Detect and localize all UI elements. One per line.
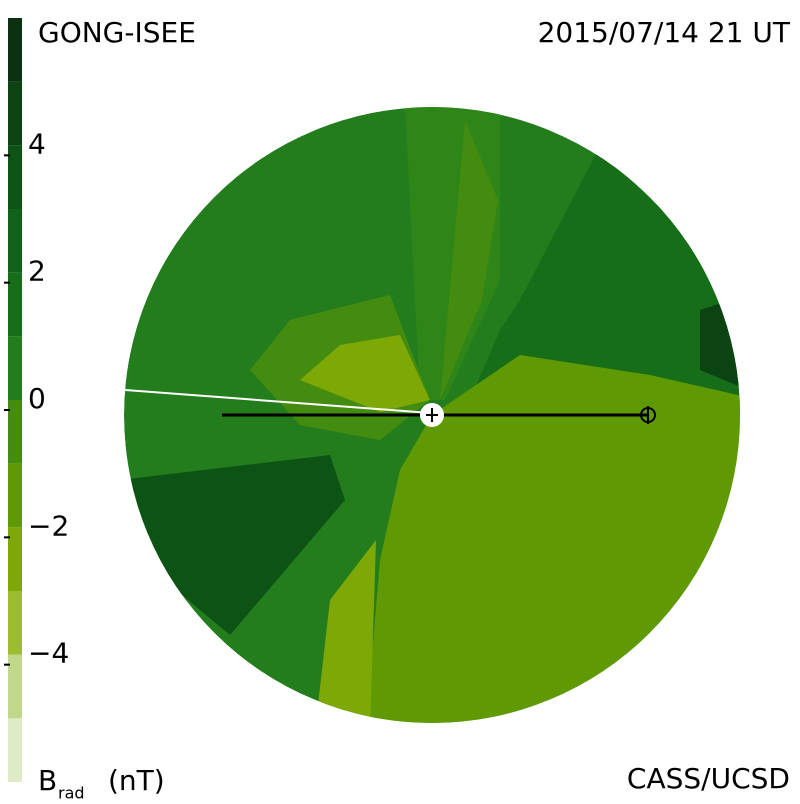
chart-title: GONG-ISEE (38, 16, 196, 49)
colorbar-label-sub: rad (58, 784, 85, 801)
colorbar-band (8, 591, 22, 655)
colorbar-band (8, 209, 22, 273)
y-tick-label: 0 (28, 382, 46, 415)
colorbar-unit: (nT) (108, 764, 165, 797)
disk (124, 107, 740, 723)
y-tick-label: 4 (28, 127, 46, 160)
y-tick-label: −2 (28, 509, 69, 542)
y-tick-label: −4 (28, 637, 69, 670)
colorbar-band (8, 336, 22, 400)
chart-subtitle: 2015/07/14 21 UT (538, 16, 791, 49)
colorbar-band (8, 654, 22, 719)
colorbar-band (8, 463, 22, 528)
colorbar-band (8, 81, 22, 146)
credit: CASS/UCSD (627, 762, 790, 795)
colorbar-band (8, 527, 22, 591)
colorbar-band (8, 718, 22, 782)
colorbar-band (8, 400, 22, 464)
colorbar-band (8, 145, 22, 209)
colorbar-band (8, 272, 22, 337)
colorbar-band (8, 18, 22, 82)
y-tick-label: 2 (28, 255, 46, 288)
colorbar-label: B (38, 764, 57, 797)
